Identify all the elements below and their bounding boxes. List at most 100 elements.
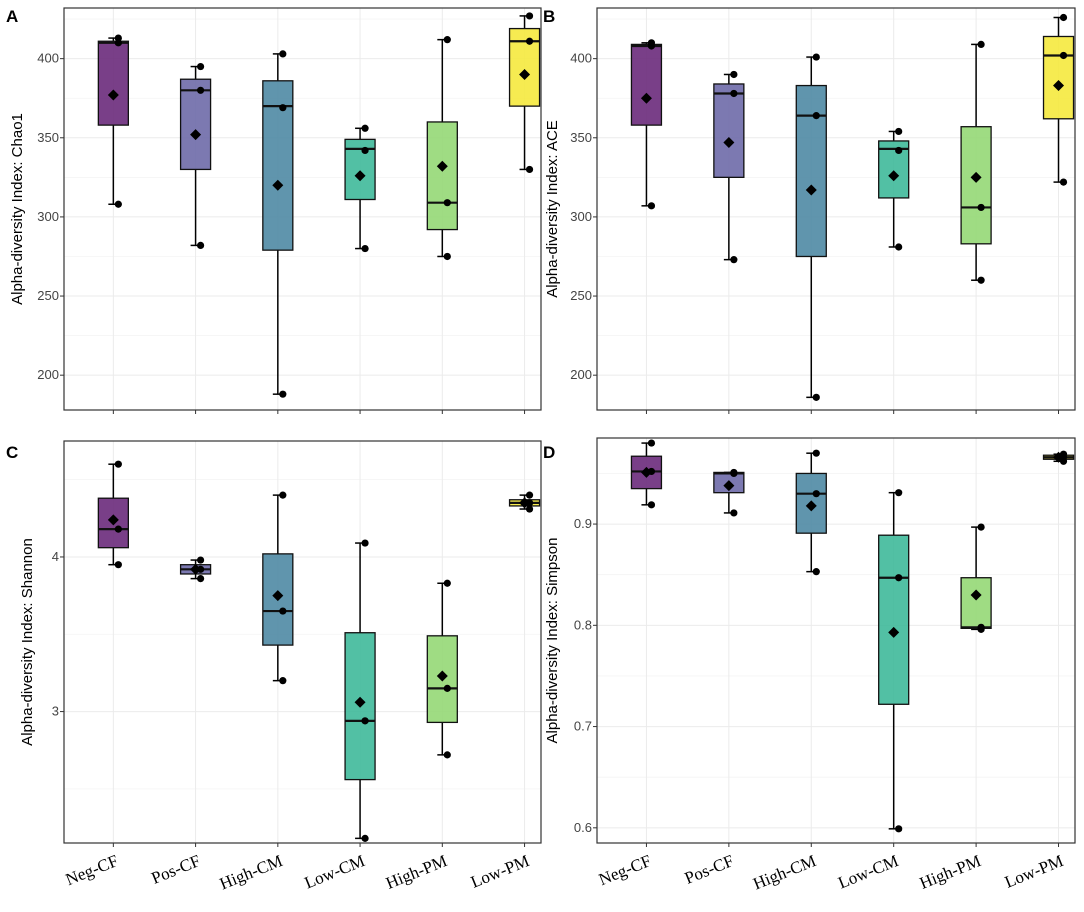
mean-diamond xyxy=(190,129,202,141)
data-point xyxy=(361,834,369,842)
data-point xyxy=(279,390,287,398)
data-point xyxy=(977,203,985,212)
panel-d: 0.6 0.7 0.8 0.9 D Alpha-diversity Index: Simp… xyxy=(543,437,1076,893)
box-iqr xyxy=(878,534,910,705)
panel-letter: C xyxy=(6,443,18,462)
data-point xyxy=(730,70,738,79)
box-iqr xyxy=(630,43,663,126)
y-tick-label: 250 xyxy=(37,288,59,303)
data-point xyxy=(443,36,451,44)
y-tick-label: 0.9 xyxy=(574,516,592,531)
y-tick-label: 0.7 xyxy=(574,719,592,734)
box-pos-cf xyxy=(179,62,212,250)
box-high-pm xyxy=(426,579,458,759)
y-tick-label: 350 xyxy=(37,130,59,145)
box-high-pm xyxy=(426,36,458,261)
data-point xyxy=(647,202,656,210)
data-point xyxy=(525,12,534,20)
panel-letter: D xyxy=(543,443,555,462)
box-high-cm xyxy=(795,53,827,401)
data-point xyxy=(443,252,451,261)
plot-frame xyxy=(63,7,542,411)
mean-diamond xyxy=(1053,80,1065,92)
data-point xyxy=(1059,13,1068,22)
y-axis-label: Alpha-diversity Index: Simpson xyxy=(544,538,561,744)
mean-diamond xyxy=(519,68,531,80)
data-point xyxy=(1059,51,1068,60)
data-point xyxy=(279,104,287,112)
box-low-cm xyxy=(344,539,376,842)
x-tick-label: Low-CM xyxy=(835,851,901,892)
mean-diamond xyxy=(354,170,366,182)
y-axis-label: Alpha-diversity Index: ACE xyxy=(544,120,561,298)
data-point xyxy=(196,62,205,71)
data-point xyxy=(279,607,287,615)
box-neg-cf xyxy=(630,39,663,210)
y-tick-label: 4 xyxy=(52,549,59,564)
data-point xyxy=(647,501,656,509)
data-point xyxy=(895,243,903,251)
x-tick-label: High-PM xyxy=(383,851,450,893)
data-point xyxy=(443,579,451,587)
box-low-cm xyxy=(344,124,376,253)
y-axis-label: Alpha-diversity Index: Shannon xyxy=(19,538,36,746)
plot-frame xyxy=(63,440,542,844)
data-point xyxy=(114,525,122,533)
box-iqr xyxy=(960,577,992,629)
box-low-pm xyxy=(1042,13,1075,186)
y-tick-label: 200 xyxy=(570,367,592,382)
y-tick-label: 300 xyxy=(37,209,59,224)
mean-diamond xyxy=(272,590,284,602)
box-low-pm xyxy=(1042,450,1075,465)
box-iqr xyxy=(960,126,992,245)
plot-frame xyxy=(596,7,1076,411)
box-high-cm xyxy=(262,50,294,398)
box-neg-cf xyxy=(97,460,129,569)
plot-background xyxy=(64,8,541,410)
data-point xyxy=(114,460,122,468)
panel-c: 3 4 C Alpha-diversity Index: Shannon Neg-CF P… xyxy=(6,440,542,893)
box-pos-cf xyxy=(179,556,212,583)
data-point xyxy=(279,50,287,58)
data-point xyxy=(196,556,205,564)
data-point xyxy=(895,825,903,833)
x-tick-label: High-CM xyxy=(217,851,285,893)
y-tick-label: 300 xyxy=(570,209,592,224)
data-point xyxy=(361,124,369,132)
data-point xyxy=(977,40,985,49)
box-low-cm xyxy=(878,489,910,833)
data-point xyxy=(361,717,369,725)
data-point xyxy=(114,39,122,47)
data-point xyxy=(977,523,985,531)
data-point xyxy=(895,146,903,155)
box-high-pm xyxy=(960,40,992,284)
data-point xyxy=(361,146,369,155)
panel-a: 200 250 300 350 400 A Alpha-diversity Index: C… xyxy=(6,7,542,414)
box-pos-cf xyxy=(713,70,745,264)
data-point xyxy=(647,439,656,447)
box-high-cm xyxy=(795,449,827,576)
y-tick-label: 200 xyxy=(37,367,59,382)
mean-diamond xyxy=(272,179,284,191)
data-point xyxy=(525,505,534,513)
data-point xyxy=(525,165,534,174)
x-tick-label: Pos-CF xyxy=(682,851,736,888)
mean-diamond xyxy=(519,497,531,509)
data-point xyxy=(812,393,820,401)
y-tick-label: 250 xyxy=(570,288,592,303)
data-point xyxy=(1059,178,1068,186)
box-low-cm xyxy=(878,127,910,251)
data-point xyxy=(361,244,369,253)
data-point xyxy=(812,568,820,576)
plot-background xyxy=(597,8,1075,410)
data-point xyxy=(977,276,985,284)
mean-diamond xyxy=(805,184,817,196)
box-pos-cf xyxy=(713,468,745,517)
data-point xyxy=(812,490,820,498)
mean-diamond xyxy=(888,626,900,638)
x-tick-label: High-CM xyxy=(750,851,818,893)
data-point xyxy=(895,574,903,582)
data-point xyxy=(443,199,451,207)
box-low-pm xyxy=(508,491,541,513)
data-point xyxy=(196,575,205,583)
